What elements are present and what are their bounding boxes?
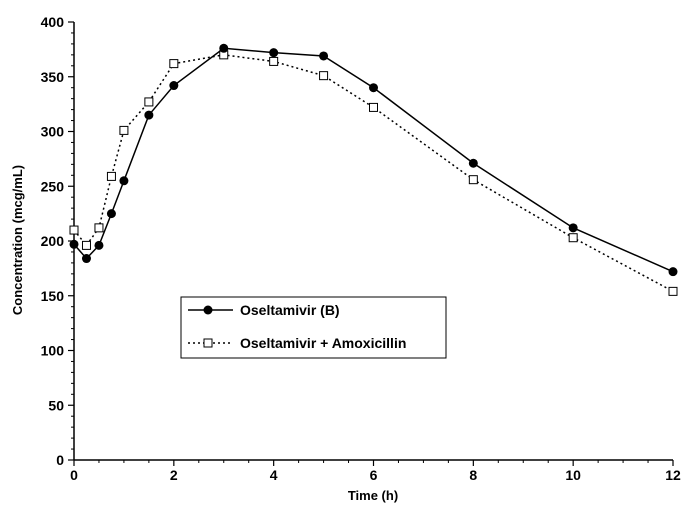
y-axis-title: Concentration (mcg/mL) [10,165,25,315]
data-point [369,83,378,93]
data-point [69,239,79,249]
data-point [319,71,329,81]
data-point [269,56,279,66]
legend-marker-oseltamivir-amoxicillin [203,338,213,348]
data-point [81,254,91,264]
x-tick-label: 8 [469,467,477,483]
y-tick-label: 200 [41,233,65,249]
x-tick-label: 4 [270,467,278,483]
data-point [468,158,478,168]
series-line [73,47,674,273]
legend: Oseltamivir (B) Oseltamivir + Amoxicilli… [180,296,447,359]
data-point [119,125,129,135]
data-point [81,240,91,250]
y-tick-label: 50 [48,397,64,413]
data-point [106,209,116,219]
x-tick-label: 6 [370,467,378,483]
series-oseltamivir-amoxicillin [69,50,678,296]
legend-marker-oseltamivir-b [203,305,213,315]
data-point [269,48,279,58]
y-tick-label: 150 [41,288,65,304]
y-tick-label: 350 [41,69,65,85]
ticks: 0 50 100 150 200 250 300 350 400 0 2 4 6 8 10 12 [41,14,681,483]
y-tick-label: 300 [41,124,65,140]
data-point [568,223,578,233]
data-point [94,223,104,233]
y-tick-label: 400 [41,14,65,30]
data-point [119,176,129,186]
data-point [219,43,229,53]
data-point [144,110,154,120]
series-line [73,54,674,293]
data-point [668,286,678,296]
data-point [94,240,104,250]
series-oseltamivir-b [69,43,678,277]
data-point [69,225,79,235]
legend-label-oseltamivir-b: Oseltamivir (B) [240,302,340,318]
x-tick-label: 0 [70,467,78,483]
y-tick-label: 0 [56,452,64,468]
data-point [568,233,578,243]
data-point [369,102,378,112]
series-layer [69,43,678,296]
x-axis-title: Time (h) [348,488,398,503]
legend-label-oseltamivir-amoxicillin: Oseltamivir + Amoxicillin [240,335,406,351]
x-tick-label: 10 [565,467,581,483]
data-point [169,81,179,91]
legend-box [180,296,447,359]
y-tick-label: 100 [41,343,65,359]
data-point [468,175,478,185]
data-point [106,171,116,181]
data-point [144,97,154,107]
x-tick-label: 12 [665,467,681,483]
data-point [319,51,329,61]
data-point [668,267,678,277]
x-tick-label: 2 [170,467,178,483]
data-point [169,59,179,69]
y-tick-label: 250 [41,178,65,194]
